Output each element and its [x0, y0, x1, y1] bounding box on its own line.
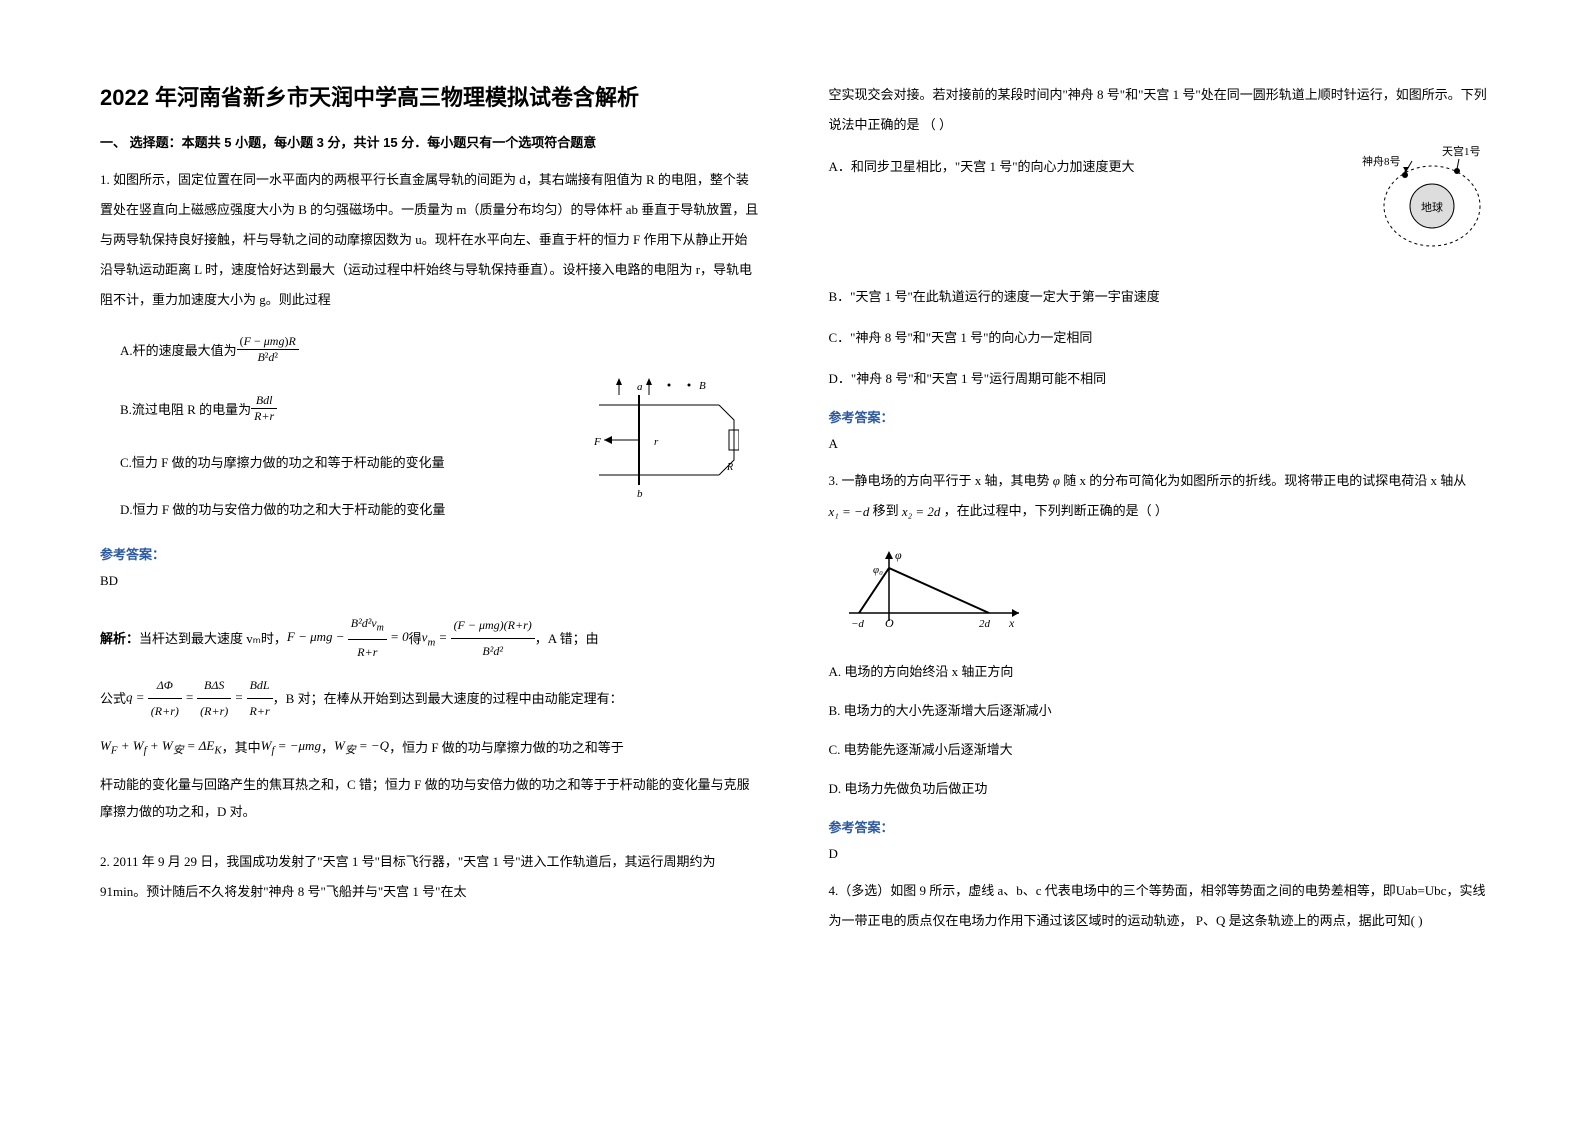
q3-graph: φ φ₀ −d O 2d x	[829, 543, 1029, 643]
section-1-header: 一、 选择题：本题共 5 小题，每小题 3 分，共计 15 分．每小题只有一个选…	[100, 132, 759, 151]
q3-option-d: D. 电场力先做负功后做正功	[829, 778, 1488, 797]
explain-4: 杆动能的变化量与回路产生的焦耳热之和，C 错；恒力 F 做的功与安倍力做的功之和…	[100, 771, 759, 826]
graph-y-label: φ	[895, 548, 902, 562]
q3-stem-3: 移到	[873, 503, 899, 518]
q2-stem-part1: 2. 2011 年 9 月 29 日，我国成功发射了"天宫 1 号"目标飞行器，…	[100, 847, 759, 907]
q1-optA-prefix: A.杆的速度最大值为	[120, 340, 237, 359]
circuit-R-label: R	[726, 462, 733, 473]
q1-option-a: A.杆的速度最大值为 (F − μmg)R B²d²	[120, 334, 759, 365]
document-title: 2022 年河南省新乡市天润中学高三物理模拟试卷含解析	[100, 80, 759, 112]
q3-option-c: C. 电势能先逐渐减小后逐渐增大	[829, 739, 1488, 758]
explain-3-mid1: ，其中	[222, 734, 261, 761]
circuit-b-label: b	[637, 488, 643, 500]
graph-x-label: x	[1008, 616, 1015, 630]
explain-2-pre: 公式	[100, 685, 126, 712]
sz-label: 神舟8号	[1362, 154, 1401, 168]
left-column: 2022 年河南省新乡市天润中学高三物理模拟试卷含解析 一、 选择题：本题共 5…	[100, 80, 759, 1082]
q3-stem-2: 随 x 的分布可简化为如图所示的折线。现将带正电的试探电荷沿 x 轴从	[1063, 473, 1466, 488]
q2-answer-label: 参考答案：	[829, 407, 1488, 426]
q3-answer-label: 参考答案：	[829, 817, 1488, 836]
explain-formula-5: Wf = −μmg	[261, 732, 321, 762]
graph-neg-d: −d	[851, 618, 864, 630]
circuit-diagram: a b F r R B	[579, 375, 739, 505]
circuit-F-label: F	[593, 436, 601, 448]
explain-formula-2: vm = (F − μmg)(R+r)B²d²	[422, 613, 535, 664]
circuit-a-label: a	[637, 381, 643, 393]
explain-formula-3: q = ΔΦ(R+r) = BΔS(R+r) = BdLR+r	[126, 673, 273, 724]
q1-stem: 1. 如图所示，固定位置在同一水平面内的两根平行长直金属导轨的间距为 d，其右端…	[100, 165, 759, 314]
earth-label: 地球	[1421, 200, 1443, 214]
explain-3-mid2: ，	[321, 734, 334, 761]
q1-answer: BD	[100, 573, 759, 589]
circuit-B-label: B	[699, 380, 706, 392]
q1-optB-formula: Bdl R+r	[251, 393, 277, 424]
explain-3-end: ，恒力 F 做的功与摩擦力做的功之和等于	[389, 734, 624, 761]
q4-stem: 4.（多选）如图 9 所示，虚线 a、b、c 代表电场中的三个等势面，相邻等势面…	[829, 876, 1488, 936]
explain-formula-6: W安 = −Q	[334, 732, 389, 762]
graph-origin: O	[885, 616, 894, 630]
q2-option-d: D．"神舟 8 号"和"天宫 1 号"运行周期可能不相同	[829, 368, 1488, 387]
q2-stem-part2: 空实现交会对接。若对接前的某段时间内"神舟 8 号"和"天宫 1 号"处在同一圆…	[829, 80, 1488, 140]
q1-optA-formula: (F − μmg)R B²d²	[237, 334, 299, 365]
graph-phi0: φ₀	[873, 564, 883, 576]
explain-1-end: ，A 错；由	[535, 625, 599, 652]
circuit-r-label: r	[654, 436, 659, 448]
graph-2d: 2d	[979, 618, 991, 630]
q3-x2: x₂ = 2d	[902, 497, 941, 527]
q1-optB-prefix: B.流过电阻 R 的电量为	[120, 399, 251, 418]
right-column: 空实现交会对接。若对接前的某段时间内"神舟 8 号"和"天宫 1 号"处在同一圆…	[829, 80, 1488, 1082]
q2-answer: A	[829, 436, 1488, 452]
q2-option-c: C．"神舟 8 号"和"天宫 1 号"的向心力一定相同	[829, 327, 1488, 346]
q3-x1: x₁ = −d	[829, 497, 870, 527]
q3-stem: 3. 一静电场的方向平行于 x 轴，其电势 φ 随 x 的分布可简化为如图所示的…	[829, 466, 1488, 527]
explain-1-mid: 得	[409, 625, 422, 652]
explain-formula-4: WF + Wf + W安 = ΔEK	[100, 732, 222, 762]
explain-prefix: 解析：	[100, 625, 139, 652]
explain-formula-1: F − μmg − B²d²vmR+r = 0	[287, 611, 409, 665]
q3-stem-1: 3. 一静电场的方向平行于 x 轴，其电势	[829, 473, 1050, 488]
orbit-diagram: 地球 天宫1号 神舟8号	[1357, 141, 1487, 251]
tg-label: 天宫1号	[1442, 144, 1481, 158]
explain-1: 当杆达到最大速度 vₘ时，	[139, 625, 287, 652]
q1-explanation: 解析： 当杆达到最大速度 vₘ时， F − μmg − B²d²vmR+r = …	[100, 603, 759, 833]
explain-2-end: ，B 对；在棒从开始到达到最大速度的过程中由动能定理有：	[273, 685, 623, 712]
q1-answer-label: 参考答案：	[100, 544, 759, 563]
q3-stem-4: ，在此过程中，下列判断正确的是（ ）	[944, 503, 1168, 518]
q3-phi: φ	[1053, 473, 1060, 488]
q3-answer: D	[829, 846, 1488, 862]
q2-option-b: B．"天宫 1 号"在此轨道运行的速度一定大于第一宇宙速度	[829, 286, 1488, 305]
q3-option-b: B. 电场力的大小先逐渐增大后逐渐减小	[829, 700, 1488, 719]
q3-option-a: A. 电场的方向始终沿 x 轴正方向	[829, 661, 1488, 680]
